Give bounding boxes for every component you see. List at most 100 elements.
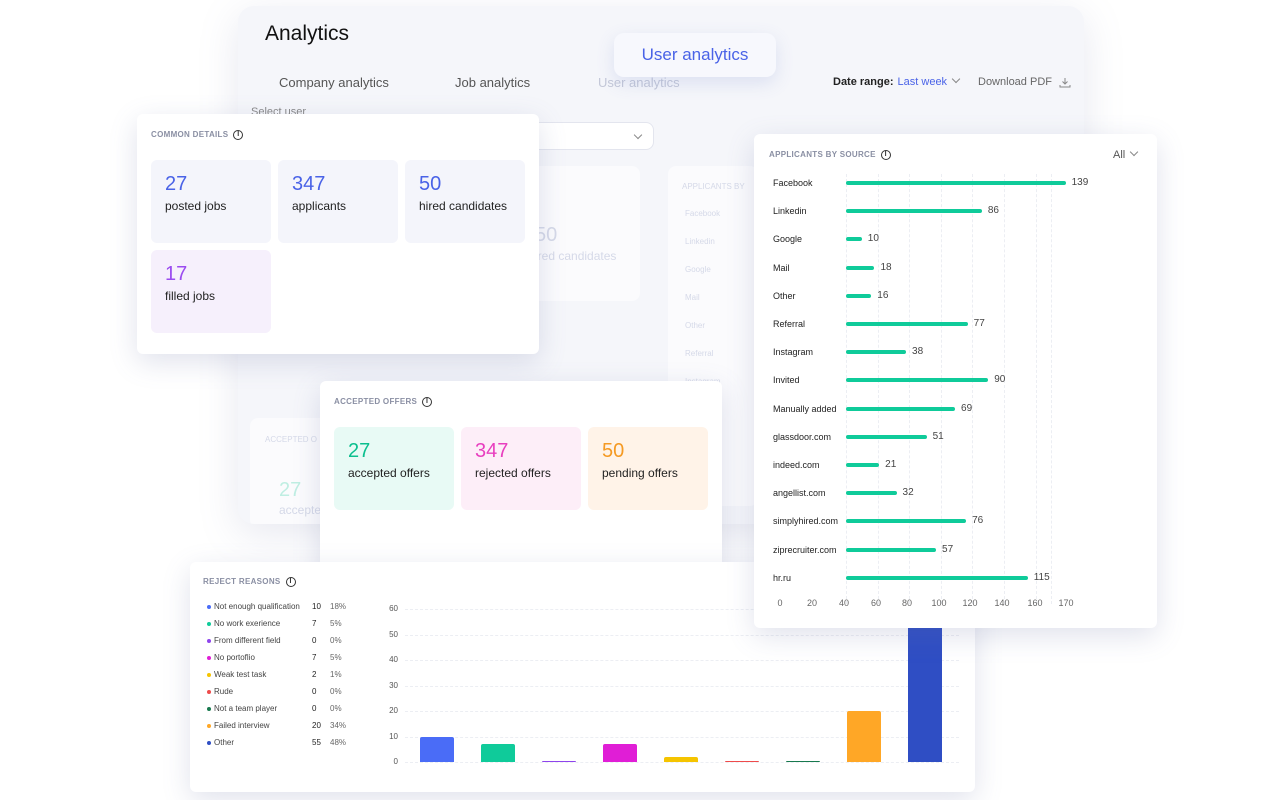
download-pdf-button[interactable]: Download PDF — [978, 76, 1071, 88]
ghost-stat-value: 50 — [535, 224, 558, 246]
info-icon[interactable]: i — [233, 130, 244, 140]
source-filter-value: All — [1113, 149, 1126, 161]
source-value: 90 — [994, 374, 1006, 386]
user-analytics-tab-highlight[interactable]: User analytics — [614, 33, 776, 77]
stat-pending-offers: 50 pending offers — [588, 427, 708, 510]
legend-label: Weak test task — [214, 670, 267, 679]
ghost-source-item: Google — [685, 265, 711, 274]
tab-company-analytics[interactable]: Company analytics — [279, 75, 389, 90]
y-tick-label: 30 — [389, 680, 398, 690]
info-icon[interactable]: i — [422, 397, 433, 407]
legend-percent: 0% — [330, 704, 342, 713]
source-bar — [846, 209, 982, 214]
select-user-dropdown[interactable] — [528, 122, 654, 150]
stat-label: posted jobs — [165, 199, 227, 213]
source-row: Invited 90 — [754, 374, 1157, 395]
source-value: 21 — [885, 459, 897, 470]
stat-value: 50 — [602, 440, 625, 462]
source-row: Linkedin 86 — [754, 205, 1157, 226]
stat-label: accepted offers — [348, 466, 430, 480]
source-filter-dropdown[interactable]: All — [1113, 147, 1139, 161]
source-bar — [846, 547, 937, 552]
gridline — [846, 174, 847, 604]
legend-dot — [207, 724, 211, 728]
gridline — [877, 174, 879, 604]
legend-percent: 1% — [330, 670, 342, 679]
tab-job-analytics[interactable]: Job analytics — [455, 75, 531, 90]
legend-count: 20 — [312, 721, 321, 730]
y-tick-label: 0 — [393, 757, 398, 766]
source-row: simplyhired.com 76 — [754, 515, 1157, 536]
download-pdf-label: Download PDF — [978, 76, 1052, 88]
source-label: simplyhired.com — [773, 516, 839, 527]
legend-percent: 5% — [330, 653, 342, 662]
y-tick-label: 50 — [389, 629, 398, 639]
legend-percent: 34% — [330, 721, 347, 730]
source-row: Referral 77 — [754, 318, 1157, 339]
source-row: hr.ru 115 — [754, 572, 1157, 593]
source-label: Instagram — [773, 347, 814, 358]
x-tick-label: 80 — [901, 598, 913, 608]
stat-filled-jobs: 17 filled jobs — [151, 250, 271, 333]
source-label: Referral — [773, 319, 806, 329]
legend-dot — [207, 741, 211, 745]
x-tick-label: 0 — [777, 598, 783, 608]
source-label: Mail — [773, 262, 790, 273]
legend-percent: 18% — [330, 602, 347, 611]
source-value: 86 — [987, 205, 999, 217]
source-bar — [846, 378, 989, 383]
ghost-source-item: Mail — [685, 293, 700, 302]
stat-value: 347 — [292, 173, 326, 195]
source-label: angellist.com — [773, 488, 826, 499]
ghost-source-item: Referral — [685, 349, 714, 358]
legend-label: No portoflio — [214, 653, 255, 662]
legend-label: No work exerience — [214, 619, 281, 628]
source-bar — [846, 491, 897, 496]
source-row: Manually added 69 — [754, 403, 1157, 424]
y-tick-label: 60 — [389, 604, 398, 613]
reject-bar — [664, 756, 698, 762]
reject-bar — [847, 711, 881, 762]
legend-label: Failed interview — [214, 721, 270, 730]
tab-user-analytics[interactable]: User analytics — [598, 75, 680, 90]
info-icon[interactable]: i — [880, 150, 891, 160]
legend-count: 7 — [312, 619, 317, 628]
source-bar — [846, 350, 907, 355]
stat-accepted-offers: 27 accepted offers — [334, 427, 454, 510]
source-value: 32 — [902, 487, 914, 499]
source-value: 77 — [973, 318, 985, 329]
gridline — [1035, 174, 1037, 604]
common-details-title: COMMON DETAILS i — [151, 130, 244, 140]
gridline — [405, 609, 959, 610]
reject-bar — [542, 761, 576, 762]
source-row: indeed.com 21 — [754, 459, 1157, 480]
gridline — [909, 174, 911, 604]
source-label: glassdoor.com — [773, 431, 832, 442]
date-range[interactable]: Date range: Last week — [833, 74, 961, 88]
legend-label: From different field — [214, 636, 281, 645]
legend-label: Not a team player — [214, 704, 278, 713]
applicants-by-source-title: APPLICANTS BY SOURCE i — [769, 150, 891, 160]
source-label: Manually added — [773, 403, 837, 414]
reject-reasons-title: REJECT REASONS i — [203, 577, 296, 587]
source-row: ziprecruiter.com 57 — [754, 544, 1157, 565]
legend-count: 0 — [312, 687, 317, 696]
stat-label: applicants — [292, 199, 347, 213]
source-value: 18 — [880, 261, 892, 273]
source-label: Invited — [773, 375, 800, 386]
info-icon[interactable]: i — [285, 577, 296, 587]
source-bar — [846, 406, 956, 411]
gridline — [940, 174, 942, 604]
reject-bar — [481, 744, 515, 762]
x-tick-label: 160 — [1027, 598, 1043, 608]
reject-bar — [908, 621, 942, 762]
source-bar — [846, 519, 967, 524]
date-range-value[interactable]: Last week — [897, 76, 948, 88]
legend-dot — [207, 707, 211, 711]
common-details-card: COMMON DETAILS i 27 posted jobs 347 appli… — [137, 114, 539, 354]
legend-count: 10 — [312, 602, 321, 611]
source-value: 10 — [867, 233, 879, 245]
stat-value: 27 — [165, 173, 188, 195]
date-range-label: Date range: — [833, 76, 894, 88]
source-label: Other — [773, 290, 796, 301]
